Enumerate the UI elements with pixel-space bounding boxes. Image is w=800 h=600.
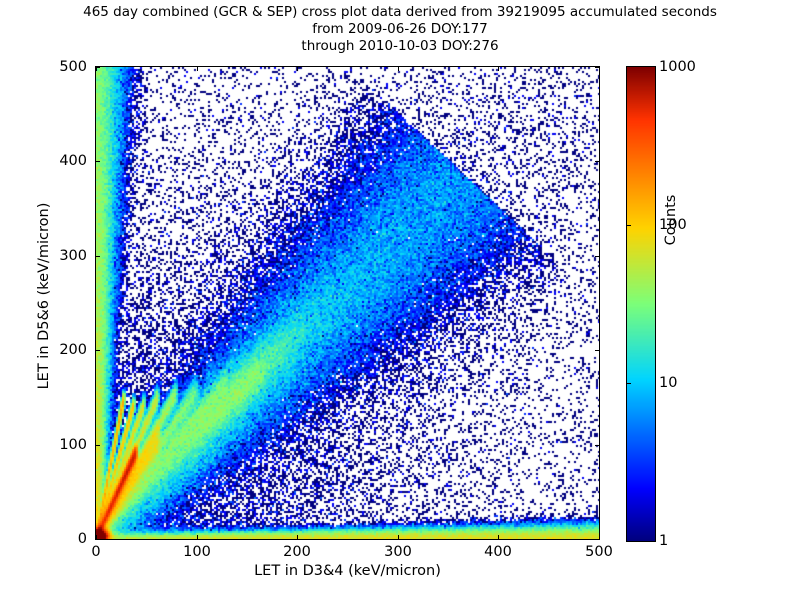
y-tick-label-0: 0 bbox=[77, 531, 87, 547]
x-tick-mark-0 bbox=[96, 535, 97, 539]
y-tick-mark-right-400 bbox=[595, 161, 599, 162]
y-tick-mark-0 bbox=[96, 539, 100, 540]
x-tick-mark-top-100 bbox=[197, 67, 198, 71]
title-line-1: 465 day combined (GCR & SEP) cross plot … bbox=[83, 4, 717, 20]
y-tick-label-200: 200 bbox=[59, 342, 87, 358]
colorbar-tick-label-100: 100 bbox=[659, 217, 687, 233]
y-tick-label-300: 300 bbox=[59, 248, 87, 264]
colorbar-container bbox=[626, 66, 656, 542]
y-tick-mark-300 bbox=[96, 256, 100, 257]
x-tick-mark-400 bbox=[498, 535, 499, 539]
y-tick-label-400: 400 bbox=[59, 153, 87, 169]
y-tick-mark-right-200 bbox=[595, 350, 599, 351]
colorbar-gradient bbox=[626, 66, 656, 542]
x-axis-label: LET in D3&4 (keV/micron) bbox=[254, 563, 441, 579]
x-tick-label-0: 0 bbox=[91, 544, 101, 560]
y-tick-label-500: 500 bbox=[59, 59, 87, 75]
x-tick-mark-200 bbox=[297, 535, 298, 539]
colorbar-tick-label-10: 10 bbox=[659, 375, 678, 391]
y-tick-mark-200 bbox=[96, 350, 100, 351]
colorbar-tick-label-1: 1 bbox=[659, 533, 669, 549]
x-tick-mark-100 bbox=[197, 535, 198, 539]
y-tick-mark-right-100 bbox=[595, 445, 599, 446]
x-tick-label-200: 200 bbox=[283, 544, 311, 560]
y-tick-mark-right-500 bbox=[595, 67, 599, 68]
y-axis-label: LET in D5&6 (keV/micron) bbox=[36, 202, 52, 390]
colorbar-title: Counts bbox=[663, 194, 679, 246]
x-tick-mark-500 bbox=[599, 535, 600, 539]
title-line-3: through 2010-10-03 DOY:276 bbox=[301, 38, 499, 54]
y-tick-mark-right-0 bbox=[595, 539, 599, 540]
colorbar-tick-label-1000: 1000 bbox=[659, 59, 696, 75]
x-tick-mark-top-300 bbox=[398, 67, 399, 71]
colorbar-tick-mark-100 bbox=[627, 225, 631, 226]
x-tick-label-500: 500 bbox=[585, 544, 613, 560]
x-tick-mark-300 bbox=[398, 535, 399, 539]
plot-axes bbox=[95, 66, 600, 540]
x-tick-label-100: 100 bbox=[183, 544, 211, 560]
plot-title: 465 day combined (GCR & SEP) cross plot … bbox=[0, 4, 800, 55]
colorbar-tick-mark-10 bbox=[627, 383, 631, 384]
x-tick-mark-top-500 bbox=[599, 67, 600, 71]
title-line-2: from 2009-06-26 DOY:177 bbox=[312, 21, 488, 37]
x-tick-label-300: 300 bbox=[384, 544, 412, 560]
y-tick-mark-400 bbox=[96, 161, 100, 162]
y-tick-label-100: 100 bbox=[59, 437, 87, 453]
x-tick-mark-top-200 bbox=[297, 67, 298, 71]
x-tick-label-400: 400 bbox=[484, 544, 512, 560]
y-tick-mark-right-300 bbox=[595, 256, 599, 257]
x-tick-mark-top-0 bbox=[96, 67, 97, 71]
density-scatter-plot bbox=[96, 67, 599, 539]
y-tick-mark-500 bbox=[96, 67, 100, 68]
x-tick-mark-top-400 bbox=[498, 67, 499, 71]
y-tick-mark-100 bbox=[96, 445, 100, 446]
